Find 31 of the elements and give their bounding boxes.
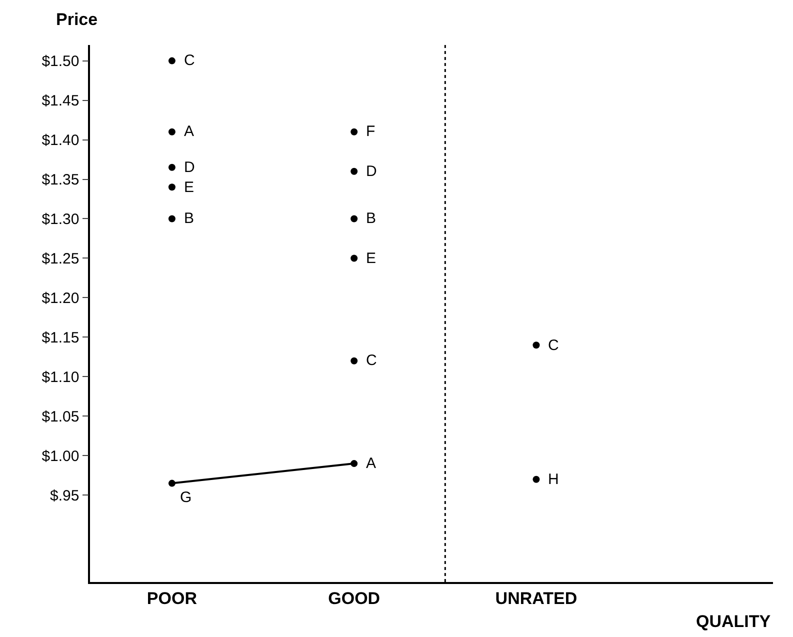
x-tick-label: POOR xyxy=(146,589,197,608)
annotation: A xyxy=(366,455,376,472)
y-tick-label: $1.00 xyxy=(42,448,80,465)
y-axis-title: Price xyxy=(56,10,98,29)
annotation: E xyxy=(184,179,194,196)
y-tick-label: $1.15 xyxy=(42,329,80,346)
annotation: A xyxy=(184,123,194,140)
y-tick-label: $1.40 xyxy=(42,132,80,150)
y-tick-label: $1.35 xyxy=(42,172,80,188)
annotation: B xyxy=(366,210,376,227)
y-tick-label: $1.20 xyxy=(42,290,80,307)
annotation: G xyxy=(180,489,192,506)
x-tick-label: UNRATED xyxy=(495,589,578,608)
y-tick-label: $.95 xyxy=(50,487,80,504)
annotation: F xyxy=(366,123,376,140)
y-tick-label: $1.25 xyxy=(42,250,80,268)
x-tick-label: GOOD xyxy=(328,589,380,608)
annotation: D xyxy=(184,159,195,176)
y-tick-label: $1.10 xyxy=(42,368,80,386)
annotation: D xyxy=(366,163,377,180)
annotation: E xyxy=(366,250,376,267)
y-tick-label: $1.50 xyxy=(42,53,80,70)
annotation: C xyxy=(548,337,559,354)
y-tick-label: $1.45 xyxy=(42,92,80,110)
annotation: H xyxy=(548,471,559,488)
annotation: C xyxy=(366,352,377,369)
y-tick-label: $1.30 xyxy=(42,210,80,228)
x-axis-title: QUALITY xyxy=(696,612,772,631)
y-tick-label: $1.05 xyxy=(42,408,80,426)
annotation: B xyxy=(184,210,194,227)
annotation: C xyxy=(184,52,195,69)
